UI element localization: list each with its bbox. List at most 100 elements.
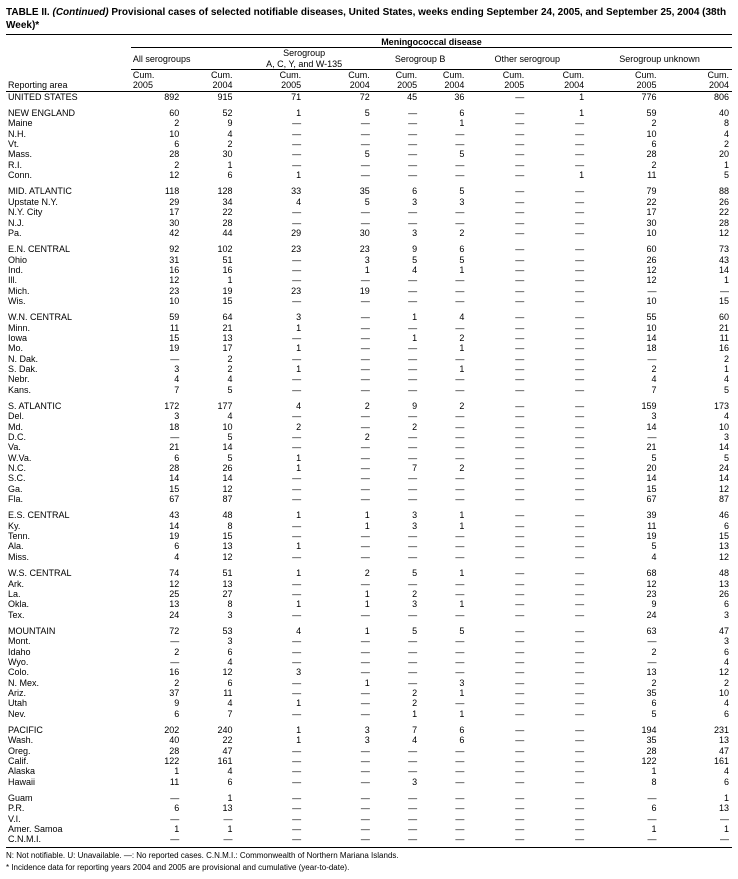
data-cell: 17 bbox=[131, 207, 182, 217]
data-cell: — bbox=[527, 354, 587, 364]
data-cell: 43 bbox=[131, 510, 182, 520]
data-cell: 4 bbox=[660, 129, 733, 139]
data-cell: — bbox=[304, 756, 373, 766]
data-cell: — bbox=[467, 531, 527, 541]
data-cell: 22 bbox=[660, 207, 733, 217]
data-cell: 806 bbox=[660, 91, 733, 102]
data-cell: — bbox=[527, 186, 587, 196]
data-cell: 44 bbox=[182, 228, 235, 238]
area-name: Vt. bbox=[6, 139, 131, 149]
data-cell: — bbox=[467, 746, 527, 756]
data-cell: — bbox=[527, 552, 587, 562]
area-name: Ariz. bbox=[6, 688, 131, 698]
data-cell: — bbox=[236, 657, 305, 667]
data-cell: — bbox=[467, 473, 527, 483]
table-row: Va.2114——————2114 bbox=[6, 442, 732, 452]
reporting-area-header: Reporting area bbox=[6, 37, 131, 91]
area-name: Ind. bbox=[6, 265, 131, 275]
data-cell: 87 bbox=[182, 494, 235, 504]
data-cell: 161 bbox=[660, 756, 733, 766]
data-cell: — bbox=[587, 354, 659, 364]
data-cell: 17 bbox=[182, 343, 235, 353]
data-cell: 161 bbox=[182, 756, 235, 766]
table-row: S.C.1414——————1414 bbox=[6, 473, 732, 483]
data-cell: — bbox=[587, 636, 659, 646]
data-cell: — bbox=[420, 296, 467, 306]
data-cell: — bbox=[527, 228, 587, 238]
table-row: Ark.1213——————1213 bbox=[6, 579, 732, 589]
table-row: Oreg.2847——————2847 bbox=[6, 746, 732, 756]
data-cell: 15 bbox=[660, 296, 733, 306]
data-cell: 4 bbox=[182, 411, 235, 421]
data-cell: 72 bbox=[304, 91, 373, 102]
data-cell: 8 bbox=[660, 118, 733, 128]
data-cell: — bbox=[304, 766, 373, 776]
data-cell: — bbox=[467, 354, 527, 364]
data-cell: 14 bbox=[587, 422, 659, 432]
area-name: Utah bbox=[6, 698, 131, 708]
data-cell: 2 bbox=[131, 647, 182, 657]
data-cell: 13 bbox=[182, 333, 235, 343]
data-cell: — bbox=[420, 667, 467, 677]
data-cell: 48 bbox=[660, 568, 733, 578]
data-cell: 6 bbox=[131, 541, 182, 551]
data-cell: 1 bbox=[236, 735, 305, 745]
data-cell: — bbox=[236, 129, 305, 139]
data-cell: 13 bbox=[660, 579, 733, 589]
data-cell: 3 bbox=[420, 678, 467, 688]
data-cell: — bbox=[236, 374, 305, 384]
data-cell: — bbox=[467, 91, 527, 102]
data-cell: — bbox=[527, 160, 587, 170]
data-cell: — bbox=[304, 579, 373, 589]
data-cell: — bbox=[304, 129, 373, 139]
area-name: Wyo. bbox=[6, 657, 131, 667]
data-cell: 14 bbox=[660, 442, 733, 452]
data-cell: — bbox=[304, 364, 373, 374]
data-cell: 34 bbox=[182, 197, 235, 207]
data-cell: — bbox=[420, 275, 467, 285]
data-cell: 68 bbox=[587, 568, 659, 578]
data-cell: — bbox=[373, 834, 420, 844]
data-cell: 1 bbox=[660, 824, 733, 834]
data-cell: — bbox=[304, 698, 373, 708]
data-cell: — bbox=[236, 688, 305, 698]
table-row: Ala.6131—————513 bbox=[6, 541, 732, 551]
data-cell: — bbox=[420, 385, 467, 395]
data-cell: 12 bbox=[660, 667, 733, 677]
data-cell: 2 bbox=[131, 118, 182, 128]
data-cell: 42 bbox=[131, 228, 182, 238]
data-cell: — bbox=[660, 834, 733, 844]
data-cell: 2 bbox=[660, 678, 733, 688]
data-cell: 6 bbox=[660, 599, 733, 609]
data-cell: — bbox=[467, 432, 527, 442]
data-cell: — bbox=[304, 834, 373, 844]
data-cell: 128 bbox=[182, 186, 235, 196]
data-cell: 5 bbox=[420, 626, 467, 636]
table-row: MOUNTAIN72534155——6347 bbox=[6, 626, 732, 636]
table-row: N.H.104——————104 bbox=[6, 129, 732, 139]
data-cell: 10 bbox=[587, 323, 659, 333]
data-cell: 18 bbox=[131, 422, 182, 432]
data-cell: 52 bbox=[182, 108, 235, 118]
data-cell: — bbox=[373, 374, 420, 384]
data-cell: 6 bbox=[182, 647, 235, 657]
area-name: Alaska bbox=[6, 766, 131, 776]
table-row: NEW ENGLAND605215—6—15940 bbox=[6, 108, 732, 118]
data-cell: 1 bbox=[182, 160, 235, 170]
data-cell: 4 bbox=[373, 735, 420, 745]
data-cell: 14 bbox=[182, 442, 235, 452]
data-cell: 4 bbox=[182, 657, 235, 667]
data-cell: 2 bbox=[304, 568, 373, 578]
area-name: PACIFIC bbox=[6, 725, 131, 735]
data-cell: — bbox=[236, 139, 305, 149]
data-cell: — bbox=[304, 323, 373, 333]
area-name: W.Va. bbox=[6, 453, 131, 463]
data-cell: — bbox=[467, 709, 527, 719]
data-cell: — bbox=[236, 296, 305, 306]
data-cell: — bbox=[373, 541, 420, 551]
data-cell: — bbox=[304, 422, 373, 432]
data-cell: 5 bbox=[587, 541, 659, 551]
area-name: Md. bbox=[6, 422, 131, 432]
data-cell: — bbox=[420, 170, 467, 180]
data-cell: — bbox=[467, 626, 527, 636]
